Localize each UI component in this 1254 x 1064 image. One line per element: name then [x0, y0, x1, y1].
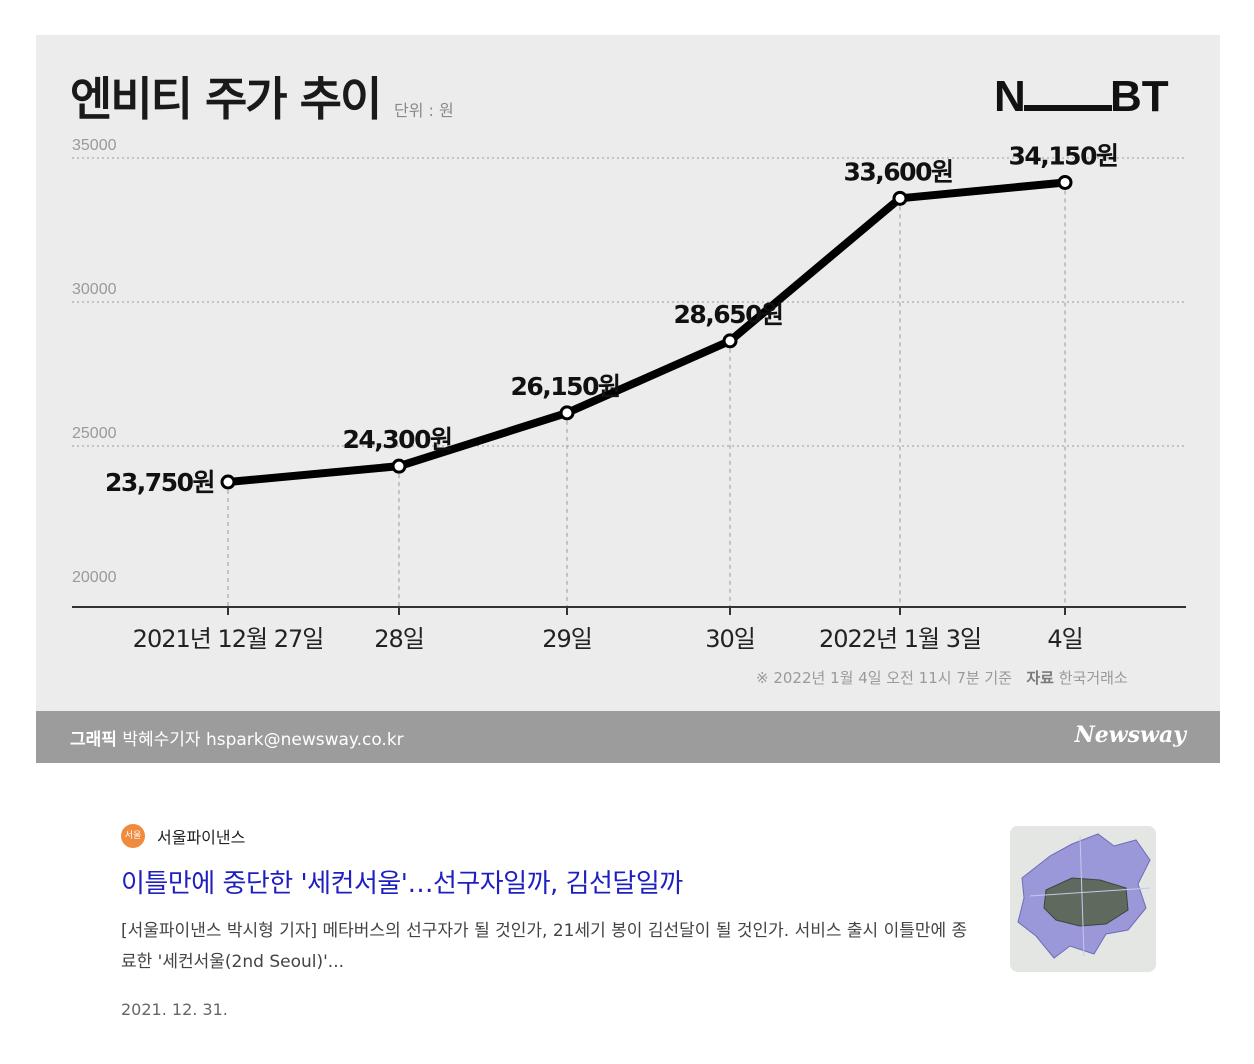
y-tick-label: 35000	[72, 137, 117, 154]
chart-title: 엔비티 주가 추이	[70, 72, 382, 126]
source-note: ※ 2022년 1월 4일 오전 11시 7분 기준 자료 한국거래소	[756, 667, 1128, 688]
data-label: 28,650원	[674, 300, 783, 329]
news-snippet: [서울파이낸스 박시형 기자] 메타버스의 선구자가 될 것인가, 21세기 봉…	[121, 921, 968, 972]
credit-name: 박혜수기자	[122, 730, 201, 750]
seoul-map-icon	[1010, 826, 1156, 972]
news-headline-link[interactable]: 이틀만에 중단한 '세컨서울'…선구자일까, 김선달일까	[121, 869, 683, 899]
data-point	[220, 474, 236, 490]
publisher-logo-icon: 서울	[121, 824, 145, 848]
news-date: 2021. 12. 31.	[121, 1000, 228, 1019]
data-label: 33,600원	[844, 157, 953, 186]
nbt-logo: N BT	[994, 72, 1169, 115]
data-label: 24,300원	[343, 425, 452, 454]
x-tick-label: 29일	[542, 625, 592, 653]
credit-label: 그래픽	[70, 730, 117, 750]
source-timestamp: ※ 2022년 1월 4일 오전 11시 7분 기준	[756, 669, 1013, 687]
data-label: 34,150원	[1009, 141, 1118, 170]
data-label: 23,750원	[105, 468, 214, 497]
data-point	[892, 190, 908, 206]
x-tick-label: 30일	[705, 625, 755, 653]
source-label: 자료	[1026, 669, 1054, 687]
data-point	[722, 333, 738, 349]
source-name: 한국거래소	[1058, 669, 1128, 687]
publisher-name[interactable]: 서울파이낸스	[157, 828, 246, 847]
x-tick-label: 28일	[374, 625, 424, 653]
x-tick-label: 2022년 1월 3일	[819, 625, 981, 653]
x-tick-label: 2021년 12월 27일	[133, 625, 324, 653]
data-point	[559, 405, 575, 421]
price-line	[224, 178, 1069, 486]
unit-label: 단위 : 원	[394, 101, 454, 120]
svg-text:N: N	[994, 72, 1026, 115]
y-tick-label: 30000	[72, 281, 117, 298]
newsway-brand: Newsway	[1074, 722, 1186, 748]
line-chart: 20000 25000 30000 35000 2021년 12월 27일 28일 29일…	[72, 137, 1186, 653]
data-label: 26,150원	[511, 372, 620, 401]
data-point	[1057, 174, 1073, 190]
data-point	[391, 458, 407, 474]
news-thumbnail[interactable]	[1010, 826, 1156, 972]
stock-chart-graphic: 엔비티 주가 추이 단위 : 원 N BT 20000 25000 30000 350…	[36, 35, 1220, 763]
svg-text:BT: BT	[1110, 72, 1169, 115]
x-tick-label: 4일	[1047, 625, 1082, 653]
y-tick-label: 20000	[72, 569, 117, 586]
y-tick-label: 25000	[72, 425, 117, 442]
graphic-footer: 그래픽 박혜수기자 hspark@newsway.co.kr Newsway	[36, 711, 1220, 763]
credit-email: hspark@newsway.co.kr	[205, 730, 404, 750]
news-card[interactable]: 서울 서울파이낸스 이틀만에 중단한 '세컨서울'…선구자일까, 김선달일까 […	[121, 823, 991, 1019]
graphic-credit: 그래픽 박혜수기자 hspark@newsway.co.kr	[70, 725, 404, 750]
publisher-row[interactable]: 서울 서울파이낸스	[121, 823, 991, 849]
